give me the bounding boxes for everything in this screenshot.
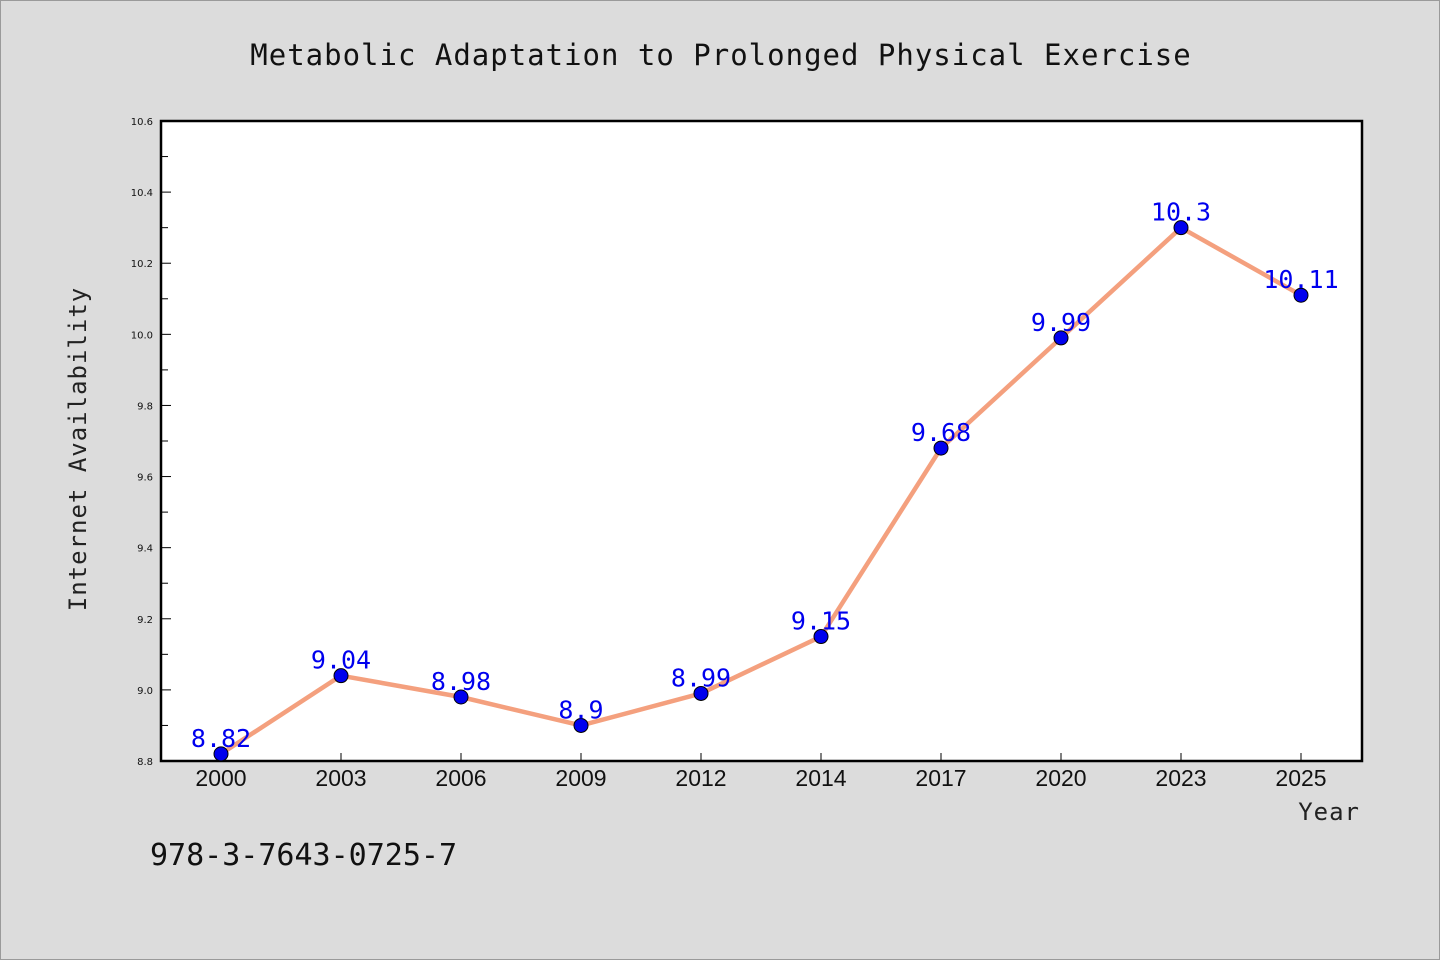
data-label: 8.98 (431, 667, 491, 696)
data-label: 9.15 (791, 607, 851, 636)
y-tick-label: 10.6 (131, 117, 153, 128)
data-label: 10.3 (1151, 198, 1211, 227)
data-label: 8.99 (671, 663, 731, 692)
data-label: 8.9 (558, 695, 603, 724)
series-line (218, 225, 1304, 757)
x-tick-label: 2006 (435, 765, 486, 791)
data-label: 8.82 (191, 724, 251, 753)
y-tick-label: 8.8 (137, 757, 153, 768)
data-label: 9.99 (1031, 308, 1091, 337)
x-axis-ticks: 2000 2003 2006 2009 2012 2014 2017 2020 2023 2025 (195, 753, 1327, 791)
plot-area (159, 119, 1364, 763)
y-tick-label: 9.4 (137, 544, 153, 555)
data-point (1293, 287, 1309, 303)
y-tick-label: 9.8 (137, 401, 153, 412)
data-label: 9.04 (311, 646, 371, 675)
x-tick-label: 2012 (675, 765, 726, 791)
data-point (1053, 330, 1069, 346)
x-tick-label: 2014 (795, 765, 846, 791)
data-point (453, 689, 469, 705)
x-tick-label: 2000 (195, 765, 246, 791)
data-point (573, 717, 589, 733)
data-point (693, 685, 709, 701)
isbn-text: 978-3-7643-0725-7 (150, 838, 457, 873)
x-axis-label: Year (1298, 798, 1360, 826)
data-label: 9.68 (911, 418, 971, 447)
y-tick-label: 10.4 (131, 188, 153, 199)
chart-title: Metabolic Adaptation to Prolonged Physic… (250, 38, 1191, 72)
data-point (933, 440, 949, 456)
x-tick-label: 2020 (1035, 765, 1086, 791)
data-point (813, 629, 829, 645)
y-tick-label: 9.6 (137, 473, 153, 484)
y-tick-label: 9.0 (137, 686, 153, 697)
y-axis-ticks: 8.8 9.0 9.2 9.4 9.6 9.8 10.0 10.2 10.4 10.6 (131, 117, 171, 768)
x-tick-label: 2009 (555, 765, 606, 791)
x-tick-label: 2023 (1155, 765, 1206, 791)
y-axis-label: Internet Availability (64, 287, 92, 611)
data-labels: 8.82 9.04 8.98 8.9 8.99 9.15 9.68 9.99 10.3 10.11 (191, 198, 1339, 753)
data-point (333, 668, 349, 684)
x-tick-label: 2003 (315, 765, 366, 791)
data-markers (213, 220, 1309, 762)
data-label: 10.11 (1263, 265, 1338, 294)
y-tick-label: 10.2 (131, 259, 153, 270)
y-tick-label: 9.2 (137, 615, 153, 626)
data-point (213, 746, 229, 762)
data-point (1173, 220, 1189, 236)
y-tick-label: 10.0 (131, 330, 153, 341)
x-tick-label: 2025 (1275, 765, 1326, 791)
x-tick-label: 2017 (915, 765, 966, 791)
